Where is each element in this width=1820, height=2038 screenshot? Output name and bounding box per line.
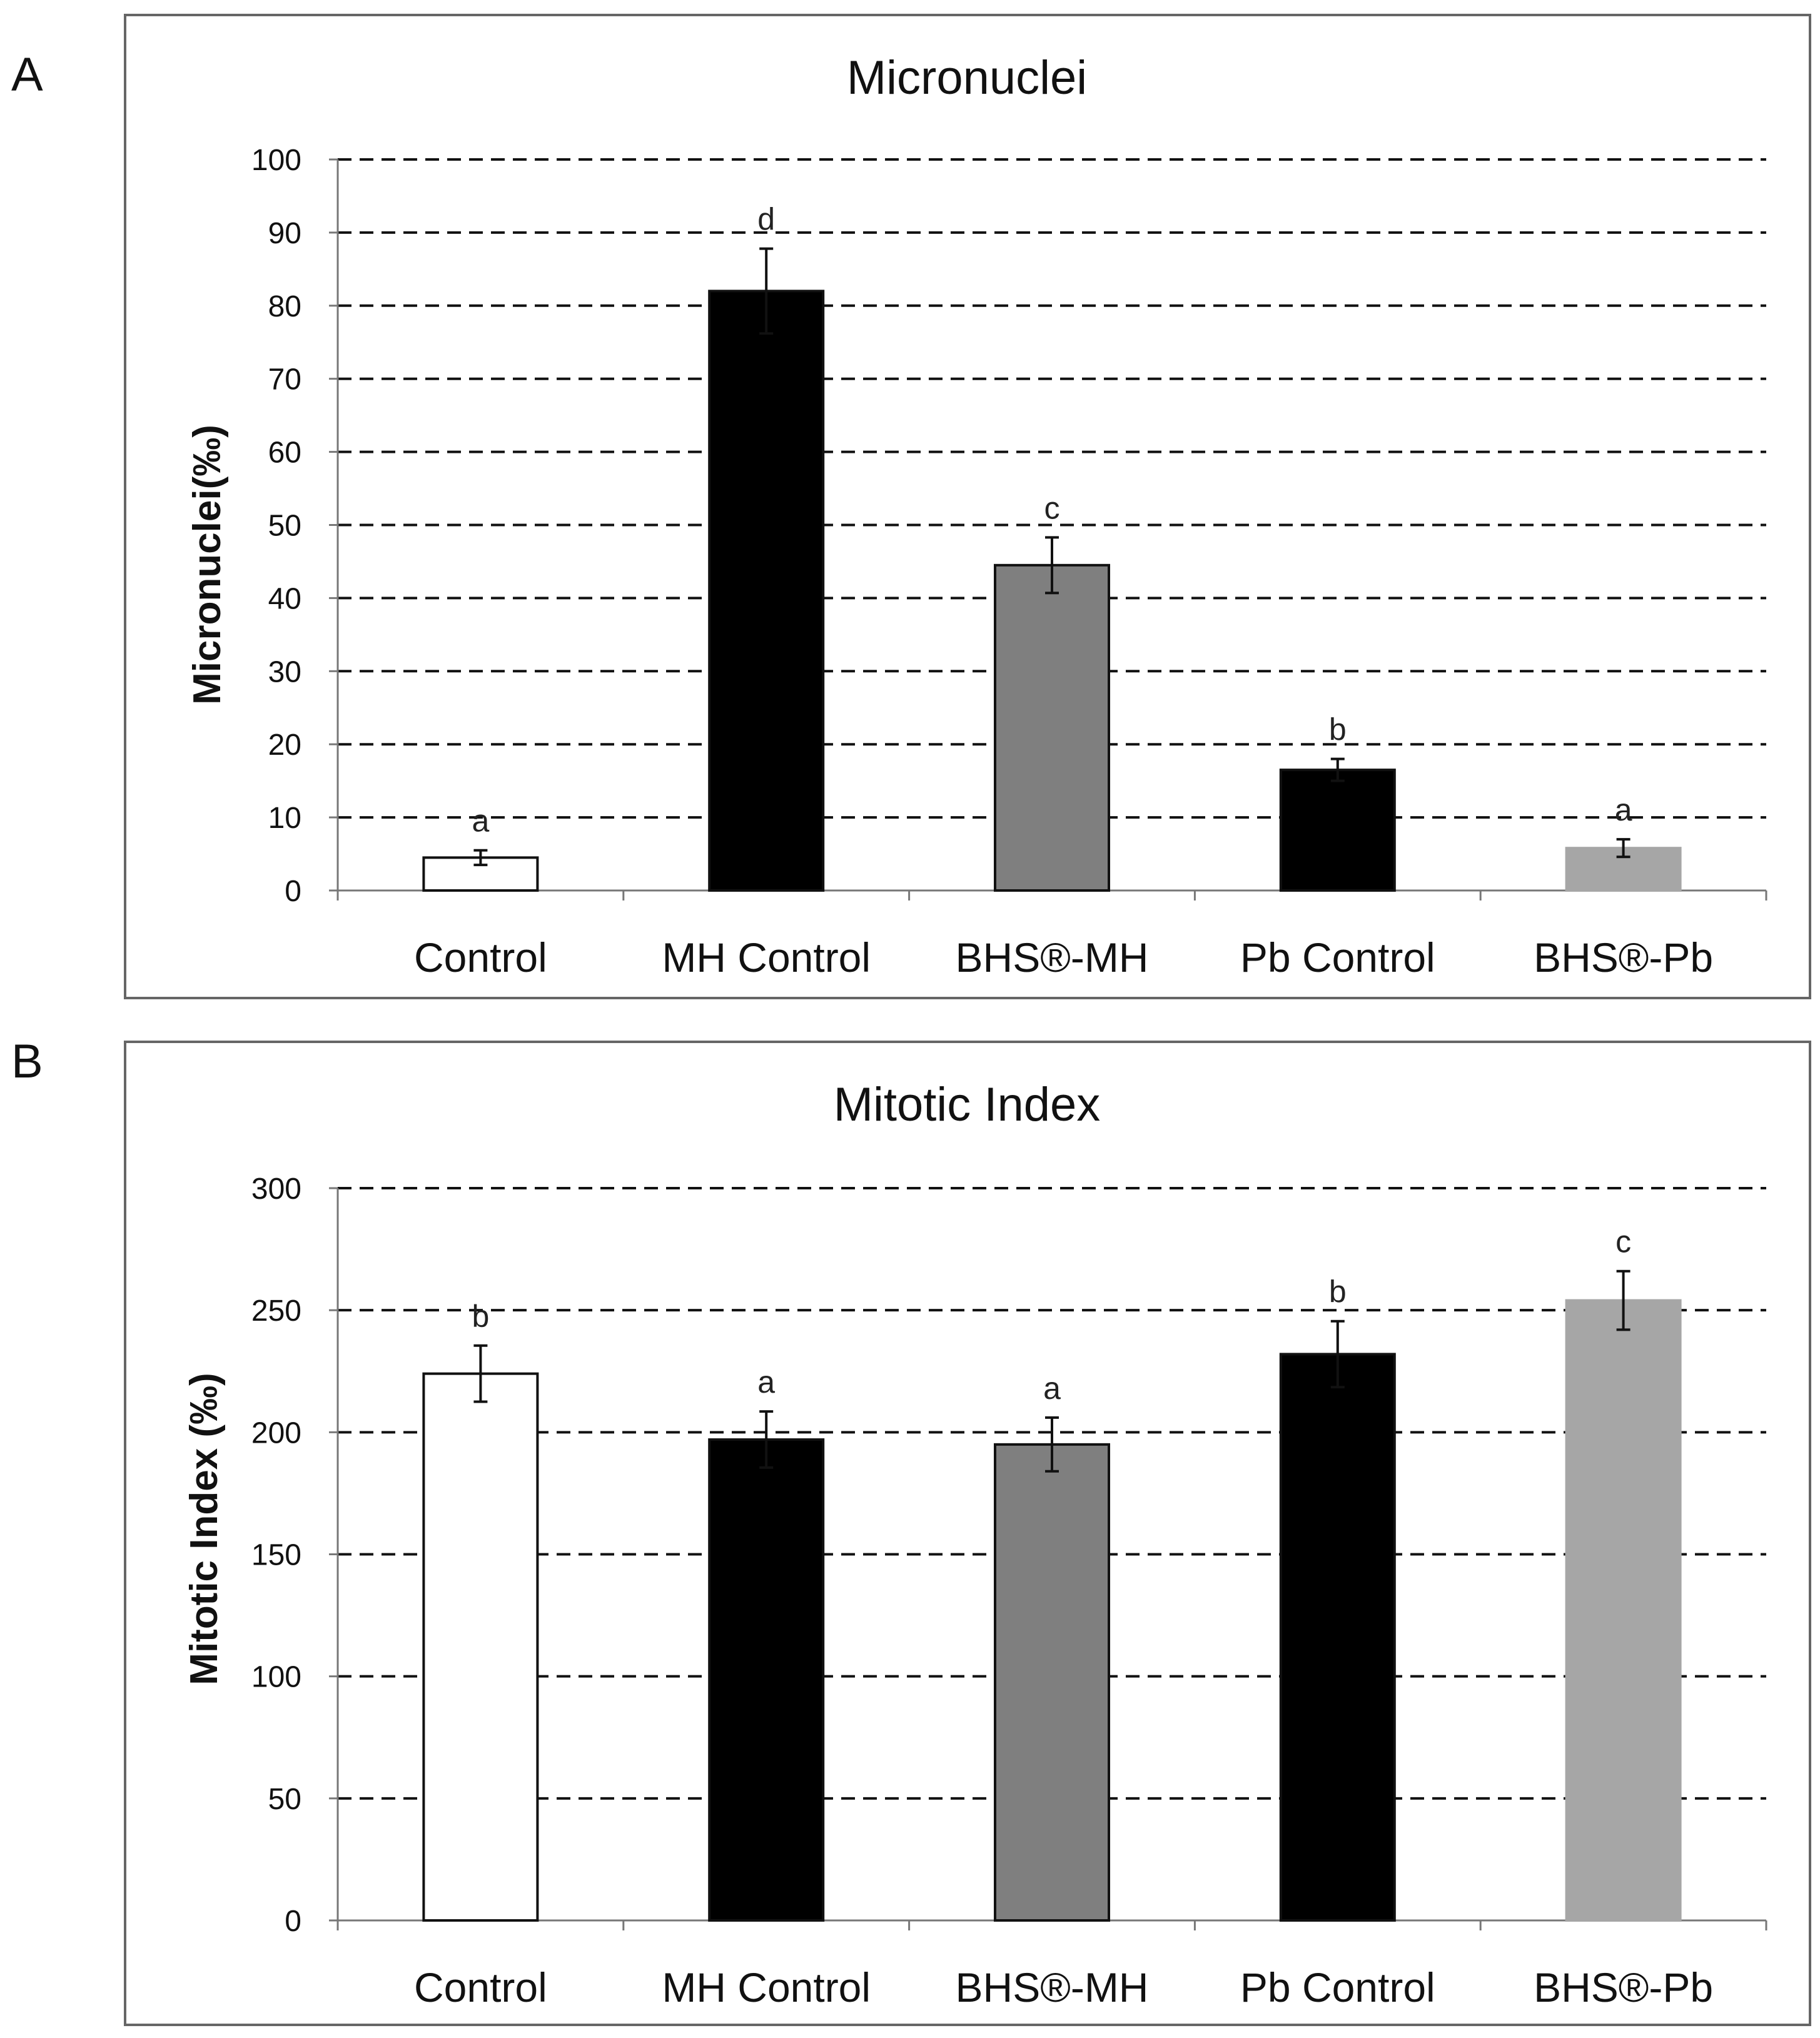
- panel-b-plot-area: 0 50 100 150 200 250 300 b Control a MH Control a BH…: [251, 1173, 1767, 2010]
- bar: [1565, 1299, 1682, 1922]
- significance-label: b: [1329, 712, 1347, 747]
- significance-label: b: [472, 1299, 489, 1334]
- y-tick-label: 90: [268, 217, 301, 250]
- significance-label: a: [472, 804, 489, 839]
- bar: [1279, 1353, 1396, 1922]
- significance-label: b: [1329, 1274, 1347, 1309]
- bar: [708, 290, 825, 892]
- x-tick-label: BHS®-Pb: [1534, 1964, 1713, 2010]
- x-tick-label: Pb Control: [1240, 1964, 1435, 2010]
- y-tick-label: 10: [268, 802, 301, 835]
- panel-b-y-axis-label: Mitotic Index (‰): [183, 1373, 226, 1685]
- y-tick-label: 250: [251, 1294, 301, 1328]
- panel-letter-a: A: [11, 48, 43, 101]
- y-tick-label: 60: [268, 436, 301, 470]
- y-tick-label: 200: [251, 1416, 301, 1450]
- bar: [422, 1372, 539, 1922]
- y-tick-label: 40: [268, 582, 301, 615]
- significance-label: a: [1615, 792, 1632, 827]
- x-tick-label: Control: [414, 934, 547, 981]
- panel-a-y-axis-label: Micronuclei(‰): [186, 425, 229, 705]
- x-tick-label: MH Control: [662, 934, 871, 981]
- panel-b-title: Mitotic Index: [834, 1078, 1101, 1131]
- y-tick-label: 100: [251, 144, 301, 177]
- x-tick-label: Control: [414, 1964, 547, 2010]
- y-tick-label: 30: [268, 655, 301, 689]
- y-tick-label: 20: [268, 729, 301, 762]
- bar: [994, 1443, 1110, 1922]
- significance-label: a: [757, 1365, 775, 1400]
- panel-a-frame: [124, 14, 1811, 999]
- x-tick-label: Pb Control: [1240, 934, 1435, 981]
- x-tick-label: MH Control: [662, 1964, 871, 2010]
- bar: [1279, 769, 1396, 892]
- panel-a-plot-area: 0 10 20 30 40 50 60 70 80 90 100 a Control d MH Contro…: [251, 144, 1767, 981]
- significance-label: c: [1615, 1224, 1631, 1259]
- x-tick-label: BHS®-MH: [956, 934, 1149, 981]
- y-tick-label: 80: [268, 290, 301, 323]
- y-tick-label: 0: [285, 1905, 301, 1938]
- significance-label: a: [1043, 1371, 1061, 1406]
- y-tick-label: 300: [251, 1173, 301, 1206]
- x-tick-label: BHS®-MH: [956, 1964, 1149, 2010]
- significance-label: d: [757, 202, 775, 237]
- panel-letter-b: B: [11, 1035, 43, 1088]
- y-tick-label: 70: [268, 363, 301, 396]
- y-tick-label: 150: [251, 1539, 301, 1572]
- y-tick-label: 100: [251, 1661, 301, 1694]
- y-tick-label: 50: [268, 1783, 301, 1816]
- bar: [708, 1438, 825, 1922]
- panel-b-frame: [124, 1041, 1811, 2026]
- x-tick-label: BHS®-Pb: [1534, 934, 1713, 981]
- y-tick-label: 0: [285, 875, 301, 908]
- bar: [994, 563, 1110, 892]
- y-tick-label: 50: [268, 510, 301, 543]
- significance-label: c: [1044, 490, 1060, 525]
- panel-a-title: Micronuclei: [847, 51, 1087, 104]
